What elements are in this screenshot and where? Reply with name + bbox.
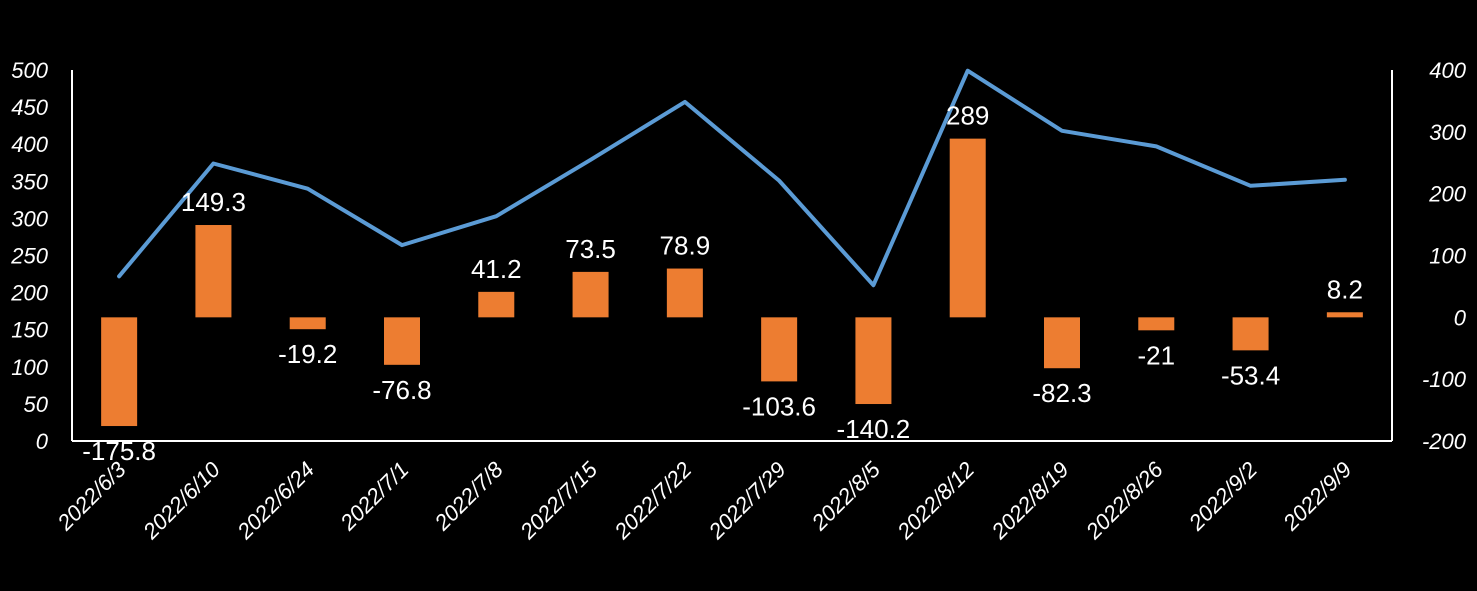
bar-data-label: 73.5 [565, 234, 616, 264]
right-axis-tick-label: 0 [1454, 305, 1467, 330]
right-axis-tick-label: 300 [1429, 120, 1466, 145]
left-axis-tick-label: 500 [11, 58, 48, 83]
right-axis-tick-label: 400 [1429, 58, 1466, 83]
right-axis-tick-label: 200 [1428, 182, 1466, 207]
line-series [117, 68, 1347, 288]
bar [384, 317, 420, 365]
x-axis-tick-label: 2022/7/29 [703, 457, 791, 545]
bar [478, 291, 515, 318]
bar [761, 317, 798, 382]
bar-data-label: -103.6 [742, 391, 816, 421]
bar [101, 317, 138, 427]
right-axis-tick-label: 100 [1429, 244, 1466, 269]
left-axis-tick-label: 50 [24, 392, 49, 417]
bar [195, 225, 232, 318]
left-axis-tick-label: 400 [11, 132, 48, 157]
bar-data-label: 149.3 [181, 187, 246, 217]
bar [1138, 317, 1175, 331]
bar [289, 317, 326, 330]
left-axis-tick-label: 200 [10, 281, 48, 306]
x-axis-tick-label: 2022/6/24 [232, 457, 320, 545]
bar [1326, 312, 1363, 318]
line-layer [117, 68, 1347, 288]
x-axis-tick-label: 2022/8/26 [1080, 456, 1168, 544]
bar-data-label: -140.2 [837, 414, 911, 444]
x-axis-tick-label: 2022/6/3 [52, 456, 131, 535]
left-axis-tick-label: 450 [11, 95, 48, 120]
x-axis-tick-label: 2022/8/19 [986, 457, 1074, 545]
bar-data-label: -19.2 [278, 339, 337, 369]
bar [855, 317, 892, 405]
bars-layer [101, 138, 1363, 427]
x-axis-tick-label: 2022/8/5 [806, 456, 885, 535]
left-axis-tick-label: 150 [11, 318, 48, 343]
bar-data-label: -76.8 [372, 375, 431, 405]
bar [949, 138, 986, 318]
left-axis-tick-label: 100 [11, 355, 48, 380]
right-axis-tick-label: -100 [1422, 367, 1467, 392]
bar-data-label: -175.8 [82, 436, 156, 466]
left-axis-tick-label: 350 [11, 169, 48, 194]
x-axis-tick-label: 2022/7/1 [335, 457, 414, 536]
x-axis-tick-label: 2022/9/9 [1277, 457, 1356, 536]
right-axis-tick-label: -200 [1422, 429, 1467, 454]
bar-data-label: 289 [946, 101, 989, 131]
bar-data-label: -53.4 [1221, 360, 1280, 390]
bar [666, 268, 703, 318]
x-axis-tick-label: 2022/7/8 [429, 456, 508, 535]
left-axis-tick-label: 0 [36, 429, 49, 454]
bar [1044, 317, 1080, 369]
bar-data-label: 78.9 [660, 231, 711, 261]
bar-data-label: 8.2 [1327, 274, 1363, 304]
bar-data-label: -21 [1137, 340, 1175, 370]
left-axis-tick-label: 250 [10, 244, 48, 269]
bar [1232, 317, 1269, 351]
bar-data-label: 41.2 [471, 254, 522, 284]
x-axis-tick-label: 2022/9/2 [1183, 457, 1262, 536]
bar [572, 271, 609, 318]
left-axis-tick-label: 300 [11, 206, 48, 231]
x-axis-tick-label: 2022/6/10 [137, 456, 225, 544]
x-axis-tick-label: 2022/7/22 [609, 457, 697, 545]
x-axis-tick-label: 2022/7/15 [515, 456, 603, 544]
bar-data-label: -82.3 [1032, 378, 1091, 408]
x-axis-tick-label: 2022/8/12 [892, 457, 980, 545]
